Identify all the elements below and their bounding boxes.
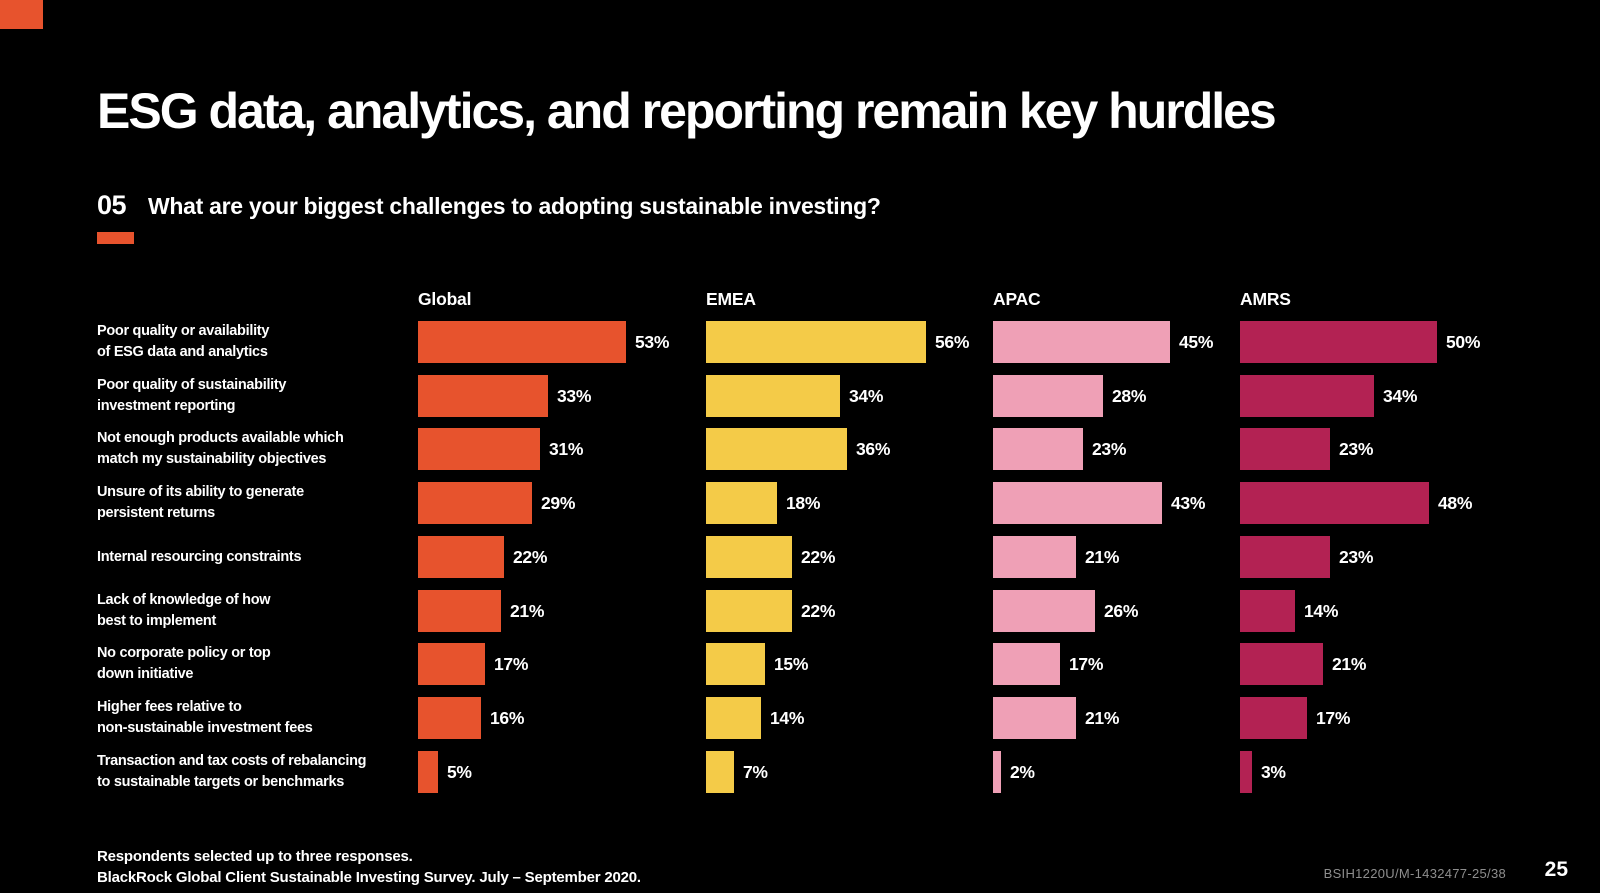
bar [706, 697, 761, 739]
footnotes: Respondents selected up to three respons… [97, 846, 641, 888]
bar-value: 34% [1383, 385, 1418, 406]
bar [418, 428, 540, 470]
footnote-line1: Respondents selected up to three respons… [97, 848, 413, 865]
bar [706, 536, 792, 578]
bar-value: 2% [1010, 761, 1035, 782]
bar-value: 22% [801, 600, 836, 621]
question-text: What are your biggest challenges to adop… [148, 193, 881, 219]
bar [993, 536, 1076, 578]
bar-value: 33% [557, 385, 592, 406]
question-number-underline [97, 232, 134, 244]
bar-value: 3% [1261, 761, 1286, 782]
bar [418, 643, 485, 685]
bar-value: 50% [1446, 331, 1481, 352]
row-label: Unsure of its ability to generate persis… [97, 484, 304, 521]
bar [993, 643, 1060, 685]
bar-value: 22% [513, 546, 548, 567]
series-header-apac: APAC [993, 289, 1041, 309]
bar-value: 16% [490, 707, 525, 728]
bar-value: 21% [510, 600, 545, 621]
row-label: Higher fees relative to non-sustainable … [97, 699, 313, 736]
bar [1240, 536, 1330, 578]
bar [706, 751, 734, 793]
bar [1240, 643, 1323, 685]
bar-value: 21% [1332, 653, 1367, 674]
question-number: 05 [97, 190, 127, 220]
bar [993, 375, 1103, 417]
bar-value: 14% [770, 707, 805, 728]
row-label: Internal resourcing constraints [97, 548, 302, 565]
bar-value: 36% [856, 438, 891, 459]
bar [993, 321, 1170, 363]
bar [706, 375, 840, 417]
bar-value: 29% [541, 492, 576, 513]
bar-value: 22% [801, 546, 836, 567]
bar [1240, 590, 1295, 632]
bar-value: 26% [1104, 600, 1139, 621]
bar-value: 7% [743, 761, 768, 782]
bar [1240, 428, 1330, 470]
row-label: Lack of knowledge of how best to impleme… [97, 592, 271, 629]
bar-value: 17% [494, 653, 529, 674]
bar [993, 697, 1076, 739]
bar-value: 5% [447, 761, 472, 782]
bar [1240, 482, 1429, 524]
series-header-amrs: AMRS [1240, 289, 1291, 309]
bar [1240, 697, 1307, 739]
bar-value: 17% [1069, 653, 1104, 674]
bar [993, 590, 1095, 632]
bar-value: 17% [1316, 707, 1351, 728]
bar [418, 482, 532, 524]
bar-value: 45% [1179, 331, 1214, 352]
bar [993, 482, 1162, 524]
bar [993, 428, 1083, 470]
bar [1240, 321, 1437, 363]
series-header-global: Global [418, 289, 472, 309]
series-header-emea: EMEA [706, 289, 756, 309]
footnote-line2: BlackRock Global Client Sustainable Inve… [97, 869, 641, 886]
bar-value: 43% [1171, 492, 1206, 513]
bar-value: 18% [786, 492, 821, 513]
brand-corner-mark [0, 0, 43, 29]
row-label: Poor quality of sustainability investmen… [97, 377, 287, 414]
row-label: Transaction and tax costs of rebalancing… [97, 753, 367, 790]
slide-title: ESG data, analytics, and reporting remai… [97, 83, 1277, 139]
bar-value: 56% [935, 331, 970, 352]
bar [706, 482, 777, 524]
bar [993, 751, 1001, 793]
bar-value: 28% [1112, 385, 1147, 406]
bar-value: 21% [1085, 707, 1120, 728]
bar [1240, 751, 1252, 793]
bar-value: 23% [1339, 546, 1374, 567]
bar [418, 375, 548, 417]
bar-value: 53% [635, 331, 670, 352]
row-label: Poor quality or availability of ESG data… [97, 323, 270, 360]
bar-value: 48% [1438, 492, 1473, 513]
bar [706, 321, 926, 363]
bar-value: 23% [1092, 438, 1127, 459]
bar [418, 321, 626, 363]
document-code: BSIH1220U/M-1432477-25/38 [1323, 866, 1506, 881]
bar-value: 15% [774, 653, 809, 674]
bar [418, 590, 501, 632]
bar-value: 34% [849, 385, 884, 406]
bar-value: 31% [549, 438, 584, 459]
row-label: No corporate policy or top down initiati… [97, 645, 271, 682]
bar [1240, 375, 1374, 417]
bar [418, 536, 504, 578]
bar [418, 751, 438, 793]
page-number: 25 [1544, 858, 1568, 881]
bar [418, 697, 481, 739]
bar [706, 428, 847, 470]
bar [706, 590, 792, 632]
bar [706, 643, 765, 685]
bar-value: 23% [1339, 438, 1374, 459]
row-label: Not enough products available which matc… [97, 430, 344, 467]
bar-value: 14% [1304, 600, 1339, 621]
bar-value: 21% [1085, 546, 1120, 567]
